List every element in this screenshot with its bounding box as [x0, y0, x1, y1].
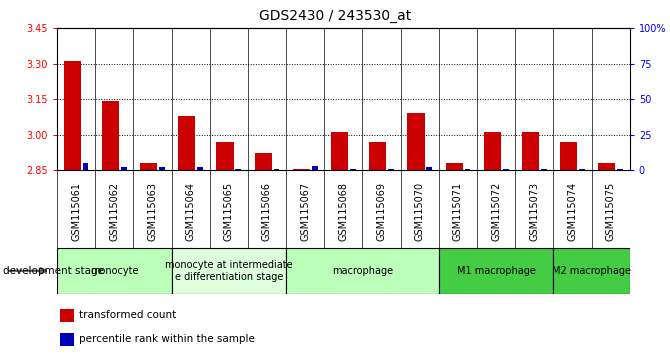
Bar: [57, 248, 172, 294]
Bar: [426, 167, 432, 170]
Bar: [286, 248, 439, 294]
Bar: [82, 163, 88, 170]
Bar: [197, 167, 203, 170]
Text: GSM115070: GSM115070: [415, 182, 425, 241]
Text: GSM115063: GSM115063: [147, 182, 157, 241]
Bar: [255, 153, 272, 170]
Bar: [159, 167, 165, 170]
Bar: [140, 163, 157, 170]
Bar: [439, 248, 553, 294]
Bar: [446, 163, 463, 170]
Bar: [369, 142, 387, 170]
Bar: [553, 248, 630, 294]
Text: M2 macrophage: M2 macrophage: [552, 266, 631, 276]
Text: GDS2430 / 243530_at: GDS2430 / 243530_at: [259, 9, 411, 23]
Text: GSM115062: GSM115062: [109, 182, 119, 241]
Bar: [102, 102, 119, 170]
Bar: [60, 333, 74, 346]
Bar: [541, 169, 547, 170]
Text: development stage: development stage: [3, 266, 105, 276]
Bar: [172, 248, 286, 294]
Bar: [579, 169, 585, 170]
Text: GSM115073: GSM115073: [529, 182, 539, 241]
Text: transformed count: transformed count: [79, 310, 176, 320]
Text: GSM115075: GSM115075: [606, 182, 616, 241]
Bar: [121, 167, 127, 170]
Text: monocyte at intermediate
e differentiation stage: monocyte at intermediate e differentiati…: [165, 260, 293, 282]
Bar: [350, 169, 356, 170]
Bar: [331, 132, 348, 170]
Bar: [64, 61, 81, 170]
Text: GSM115071: GSM115071: [453, 182, 463, 241]
Bar: [560, 142, 578, 170]
Bar: [60, 309, 74, 322]
Bar: [312, 166, 318, 170]
Text: GSM115067: GSM115067: [300, 182, 310, 241]
Bar: [502, 169, 509, 170]
Text: GSM115061: GSM115061: [71, 182, 81, 241]
Bar: [235, 169, 241, 170]
Bar: [464, 169, 470, 170]
Bar: [293, 169, 310, 170]
Text: macrophage: macrophage: [332, 266, 393, 276]
Bar: [522, 132, 539, 170]
Text: GSM115072: GSM115072: [491, 182, 501, 241]
Bar: [484, 132, 501, 170]
Bar: [178, 116, 196, 170]
Text: GSM115064: GSM115064: [186, 182, 196, 241]
Text: monocyte: monocyte: [90, 266, 139, 276]
Text: GSM115069: GSM115069: [377, 182, 387, 241]
Bar: [598, 163, 616, 170]
Bar: [216, 142, 234, 170]
Bar: [617, 169, 623, 170]
Text: GSM115065: GSM115065: [224, 182, 234, 241]
Text: GSM115074: GSM115074: [567, 182, 578, 241]
Text: M1 macrophage: M1 macrophage: [457, 266, 535, 276]
Text: GSM115068: GSM115068: [338, 182, 348, 241]
Text: GSM115066: GSM115066: [262, 182, 272, 241]
Bar: [388, 169, 394, 170]
Text: percentile rank within the sample: percentile rank within the sample: [79, 335, 255, 344]
Bar: [273, 169, 279, 170]
Bar: [407, 113, 425, 170]
